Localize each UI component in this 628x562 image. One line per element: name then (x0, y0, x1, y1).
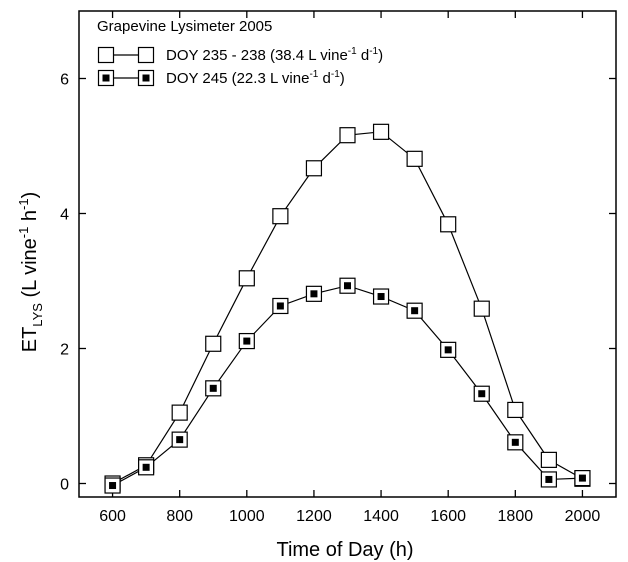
x-axis-label: Time of Day (h) (276, 539, 413, 561)
data-point (305, 160, 323, 177)
data-point (305, 285, 323, 302)
data-point (507, 401, 524, 419)
data-point (406, 302, 423, 319)
legend: DOY 235 - 238 (38.4 L vine-1 d-1) DOY 245… (97, 46, 383, 87)
plot-border (78, 10, 617, 498)
data-point (507, 434, 524, 451)
x-tick-label: 1600 (430, 508, 466, 525)
data-point (339, 277, 356, 294)
series-2 (104, 277, 591, 494)
data-point (473, 300, 490, 317)
data-point (238, 270, 255, 287)
y-tick-label: 6 (60, 72, 69, 89)
data-point (540, 471, 557, 488)
data-point (440, 216, 457, 233)
x-tick-label: 1400 (363, 508, 399, 525)
legend-marker (137, 69, 155, 87)
legend-marker (97, 46, 115, 64)
data-point (406, 150, 423, 167)
legend-item: DOY 245 (22.3 L vine-1 d-1) (97, 69, 345, 87)
data-point (205, 335, 222, 352)
data-point (238, 332, 255, 350)
data-point (272, 208, 289, 225)
legend-marker (137, 46, 155, 64)
data-point (372, 123, 390, 140)
x-axis: 600 800 1000 1200 1400 1600 1800 2000 (99, 11, 600, 525)
data-point (440, 341, 457, 358)
data-point (205, 380, 222, 397)
x-tick-label: 600 (99, 508, 126, 525)
data-point (272, 297, 289, 315)
data-point (171, 431, 188, 448)
x-tick-label: 800 (166, 508, 193, 525)
data-point (138, 459, 155, 476)
legend-marker (97, 69, 115, 87)
data-point (574, 470, 591, 487)
data-point (171, 404, 188, 421)
series-layer (104, 123, 591, 494)
data-point (104, 477, 121, 494)
y-axis-label: ETLYS (L vine-1 h-1) (16, 192, 45, 353)
data-point (339, 127, 356, 144)
x-tick-label: 2000 (565, 508, 601, 525)
y-tick-label: 2 (60, 342, 69, 359)
y-axis: 0 2 4 6 (60, 72, 616, 494)
series-line (112, 285, 583, 487)
legend-item: DOY 235 - 238 (38.4 L vine-1 d-1) (97, 46, 383, 64)
x-tick-label: 1200 (296, 508, 332, 525)
chart-title: Grapevine Lysimeter 2005 (97, 18, 272, 35)
y-tick-label: 0 (60, 477, 69, 494)
data-point (473, 385, 490, 402)
series-line (112, 131, 583, 485)
data-point (372, 288, 390, 305)
x-tick-label: 1800 (498, 508, 534, 525)
legend-label: DOY 235 - 238 (38.4 L vine-1 d-1) (166, 46, 383, 64)
x-tick-label: 1000 (229, 508, 265, 525)
y-tick-label: 4 (60, 207, 69, 224)
legend-label: DOY 245 (22.3 L vine-1 d-1) (166, 69, 345, 87)
data-point (540, 451, 557, 468)
plot-area (78, 10, 617, 498)
